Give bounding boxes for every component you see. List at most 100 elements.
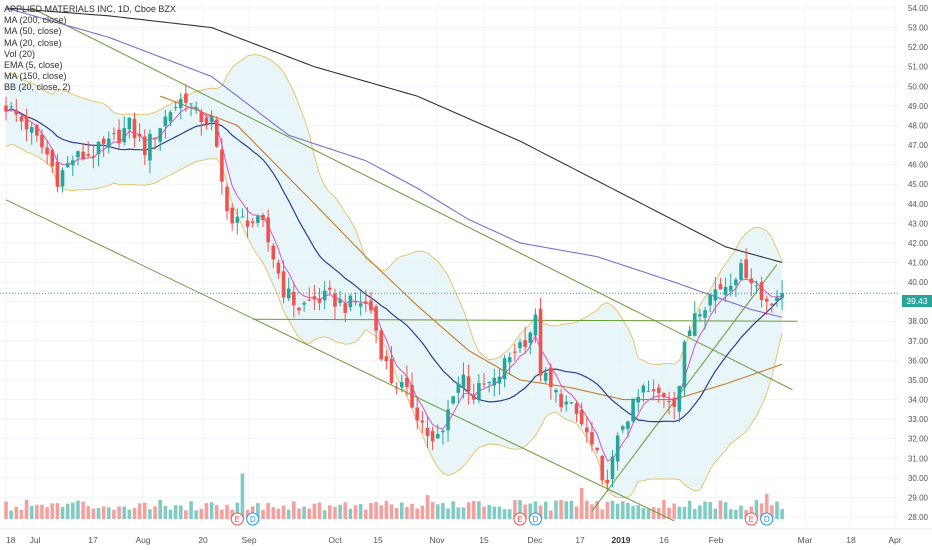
candle[interactable]	[605, 469, 610, 492]
candle[interactable]	[646, 380, 651, 392]
candle[interactable]	[667, 391, 671, 415]
candle[interactable]	[698, 309, 702, 322]
candle[interactable]	[194, 101, 198, 115]
candle[interactable]	[178, 92, 183, 120]
candle[interactable]	[631, 398, 635, 423]
candle[interactable]	[451, 396, 455, 405]
candle[interactable]	[40, 129, 44, 154]
candle[interactable]	[708, 293, 712, 313]
legend-ema5[interactable]: EMA (5, close)	[4, 60, 63, 71]
candle[interactable]	[276, 259, 281, 279]
dividend-marker[interactable]: D	[246, 512, 260, 526]
candle[interactable]	[656, 383, 661, 403]
trend-line[interactable]	[252, 318, 798, 322]
candle[interactable]	[266, 209, 270, 252]
candle[interactable]	[158, 127, 162, 151]
candle[interactable]	[728, 273, 733, 297]
candle[interactable]	[117, 119, 121, 149]
candle[interactable]	[76, 150, 80, 166]
candle[interactable]	[461, 362, 466, 399]
candle[interactable]	[590, 421, 594, 452]
candle[interactable]	[45, 140, 49, 165]
trend-line[interactable]	[31, 7, 793, 391]
candle[interactable]	[81, 142, 85, 161]
candle[interactable]	[523, 326, 527, 354]
candle[interactable]	[764, 295, 769, 316]
candle[interactable]	[379, 327, 384, 362]
legend-vol[interactable]: Vol (20)	[4, 48, 36, 59]
candle[interactable]	[384, 350, 389, 370]
candle[interactable]	[168, 110, 173, 127]
candle[interactable]	[615, 432, 620, 471]
candle[interactable]	[569, 402, 574, 405]
candle[interactable]	[86, 141, 91, 158]
candle[interactable]	[739, 259, 743, 281]
candle[interactable]	[502, 355, 507, 388]
candle[interactable]	[127, 117, 132, 139]
candle[interactable]	[369, 291, 373, 314]
candle[interactable]	[148, 129, 152, 174]
candle[interactable]	[307, 287, 312, 302]
earnings-marker[interactable]: E	[744, 512, 758, 526]
candle[interactable]	[723, 277, 728, 302]
candle[interactable]	[430, 426, 435, 450]
candle[interactable]	[292, 282, 296, 318]
candle[interactable]	[250, 217, 255, 228]
candle[interactable]	[574, 400, 579, 423]
candle[interactable]	[564, 395, 569, 412]
candle[interactable]	[348, 293, 353, 312]
candle[interactable]	[71, 155, 75, 177]
candle[interactable]	[399, 375, 404, 393]
candle[interactable]	[132, 112, 137, 148]
candle[interactable]	[35, 124, 39, 143]
candle[interactable]	[204, 114, 209, 130]
candle[interactable]	[435, 424, 440, 439]
candle[interactable]	[153, 137, 157, 150]
candle[interactable]	[312, 285, 317, 311]
candle[interactable]	[338, 290, 342, 307]
candle[interactable]	[245, 207, 250, 238]
candle[interactable]	[137, 123, 142, 142]
candle[interactable]	[302, 300, 306, 312]
candle[interactable]	[271, 243, 276, 269]
candle[interactable]	[559, 388, 563, 413]
candle[interactable]	[220, 137, 224, 195]
candle[interactable]	[65, 156, 70, 168]
candle[interactable]	[471, 383, 476, 405]
dividend-marker[interactable]: D	[760, 512, 774, 526]
candle[interactable]	[677, 385, 682, 423]
candle[interactable]	[703, 306, 707, 330]
candle[interactable]	[364, 289, 368, 312]
candle[interactable]	[415, 396, 419, 430]
candle[interactable]	[641, 383, 646, 403]
candle[interactable]	[487, 381, 491, 393]
candle[interactable]	[389, 346, 394, 385]
candle[interactable]	[549, 363, 553, 400]
candle[interactable]	[374, 304, 378, 344]
candle[interactable]	[477, 374, 481, 404]
candle[interactable]	[163, 109, 168, 139]
candle[interactable]	[682, 339, 687, 396]
candle[interactable]	[343, 294, 348, 323]
candle[interactable]	[358, 291, 363, 316]
candle[interactable]	[24, 108, 29, 142]
dividend-marker[interactable]: D	[528, 512, 542, 526]
candle[interactable]	[759, 276, 764, 308]
candle[interactable]	[230, 203, 234, 231]
candle[interactable]	[322, 281, 327, 310]
candle[interactable]	[672, 391, 676, 420]
candle[interactable]	[554, 388, 558, 403]
candle[interactable]	[4, 96, 8, 121]
candle[interactable]	[687, 325, 692, 337]
legend-ma20[interactable]: MA (20, close)	[4, 37, 62, 48]
candle[interactable]	[394, 381, 399, 395]
candle[interactable]	[91, 144, 96, 169]
earnings-marker[interactable]: E	[230, 512, 244, 526]
candle[interactable]	[713, 277, 718, 314]
candle[interactable]	[456, 376, 461, 404]
candle[interactable]	[405, 365, 409, 396]
candle[interactable]	[718, 277, 723, 290]
candle[interactable]	[122, 116, 127, 146]
